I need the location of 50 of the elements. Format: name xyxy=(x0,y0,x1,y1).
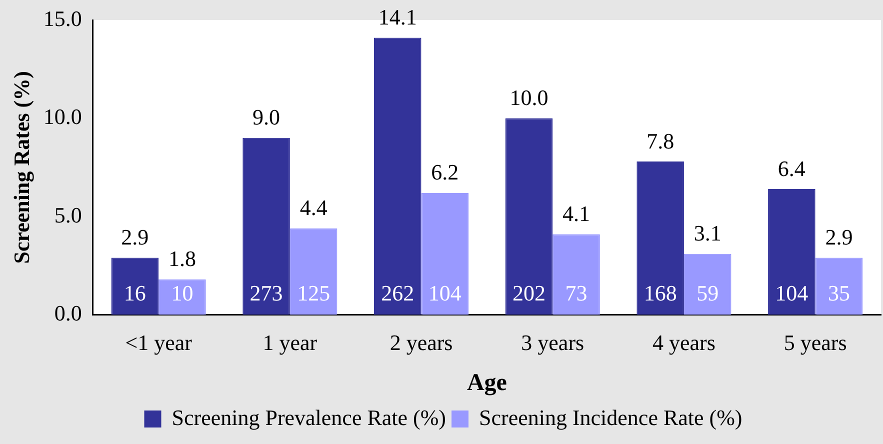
bar xyxy=(242,138,290,315)
annotation: 168 xyxy=(644,280,677,306)
bar xyxy=(111,258,159,315)
data-label: 7.8 xyxy=(646,128,674,154)
data-label: 10.0 xyxy=(510,85,548,110)
data-label: 2.9 xyxy=(121,224,149,250)
data-label: 4.1 xyxy=(562,201,590,226)
data-label: 1.8 xyxy=(168,246,196,272)
x-tick-label: <1 year xyxy=(125,330,193,355)
annotation: 273 xyxy=(250,280,283,306)
bar xyxy=(505,118,553,315)
bar xyxy=(374,38,422,315)
data-label: 9.0 xyxy=(252,104,280,130)
annotation: 104 xyxy=(428,280,462,306)
data-label: 6.2 xyxy=(431,160,459,185)
annotation: 104 xyxy=(775,280,808,306)
x-tick-label: 3 years xyxy=(521,330,584,355)
data-label: 6.4 xyxy=(778,156,806,181)
annotation: 59 xyxy=(696,280,719,306)
x-tick-label: 4 years xyxy=(652,330,716,355)
data-label: 14.1 xyxy=(378,4,417,30)
bar xyxy=(290,228,338,315)
legend-label: Screening Prevalence Rate (%) xyxy=(172,404,446,430)
annotation: 125 xyxy=(297,280,330,306)
data-label: 3.1 xyxy=(694,220,722,246)
annotation: 16 xyxy=(124,280,146,306)
y-axis-title: Screening Rates (%) xyxy=(8,71,34,264)
x-tick-label: 2 years xyxy=(390,330,453,355)
x-axis-title: Age xyxy=(466,370,508,396)
annotation: 10 xyxy=(171,280,194,306)
y-tick-label: 15.0 xyxy=(43,6,82,31)
data-label: 4.4 xyxy=(300,195,328,220)
y-tick-label: 5.0 xyxy=(54,202,82,228)
annotation: 73 xyxy=(565,280,588,306)
annotation: 202 xyxy=(512,280,546,306)
x-tick-label: 1 year xyxy=(262,330,318,355)
annotation: 35 xyxy=(828,280,850,306)
data-label: 2.9 xyxy=(825,224,853,250)
x-tick-label: 5 years xyxy=(784,330,847,355)
y-tick-label: 10.0 xyxy=(43,104,82,130)
bar xyxy=(684,254,732,315)
bar xyxy=(552,234,600,315)
bar xyxy=(768,189,816,315)
annotation: 262 xyxy=(381,280,414,306)
bar xyxy=(421,192,469,315)
bar xyxy=(158,279,206,315)
bar xyxy=(636,162,684,315)
y-tick-label: 0.0 xyxy=(54,300,82,326)
bar xyxy=(815,258,863,315)
legend-label: Screening Incidence Rate (%) xyxy=(479,404,742,430)
